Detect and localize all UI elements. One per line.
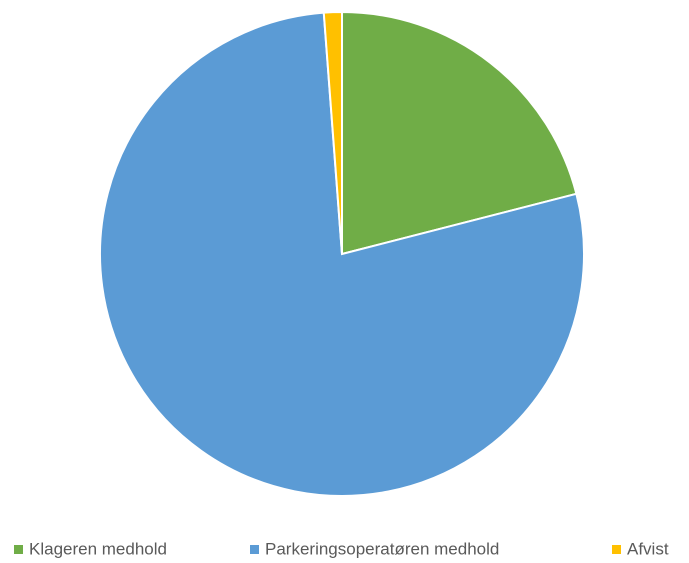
legend-swatch (250, 545, 259, 554)
pie-slice (99, 11, 585, 497)
legend-label: Afvist (627, 539, 669, 558)
pie-slice (322, 10, 343, 255)
legend-swatch (14, 545, 23, 554)
pie-slice (341, 10, 578, 256)
legend-label: Klageren medhold (29, 539, 167, 558)
legend-label: Parkeringsoperatøren medhold (265, 539, 499, 558)
legend-swatch (612, 545, 621, 554)
